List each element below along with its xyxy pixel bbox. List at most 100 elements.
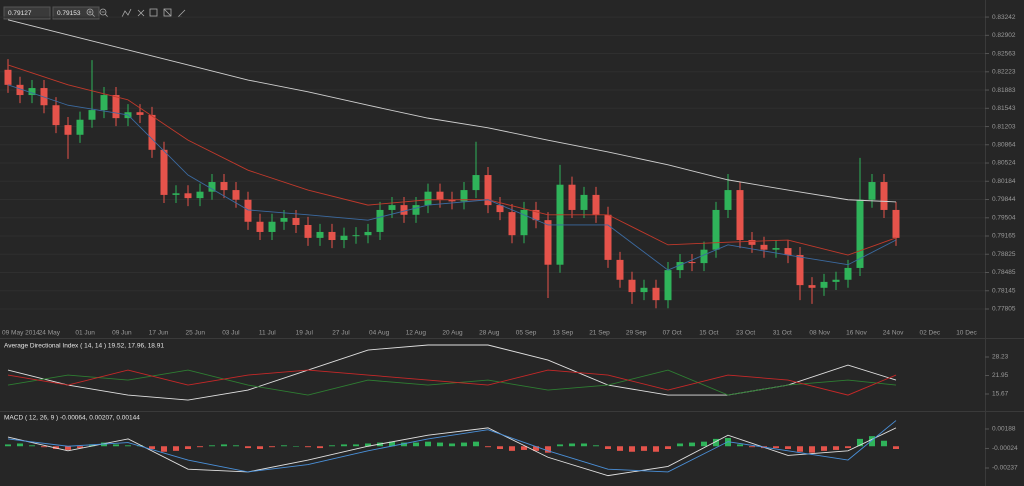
x-tick-label: 27 Jul — [332, 330, 350, 337]
candle-body — [232, 190, 240, 200]
histogram-bar — [305, 446, 311, 448]
candle-body — [724, 190, 732, 210]
candle-body — [100, 95, 108, 111]
x-tick-label: 16 Nov — [846, 330, 867, 337]
x-tick-label: 01 Jun — [75, 330, 95, 337]
histogram-bar — [389, 441, 395, 447]
y-tick-label: -0.00024 — [992, 445, 1018, 452]
histogram-bar — [353, 444, 359, 447]
y-tick-label: 21.95 — [992, 372, 1009, 379]
histogram-bar — [617, 446, 623, 451]
indicator-line — [7, 84, 897, 271]
candle-body — [532, 209, 540, 221]
crosshair[interactable] — [137, 9, 145, 17]
candle-body — [400, 205, 408, 215]
histogram-bar — [737, 444, 743, 447]
candle-body — [700, 249, 708, 264]
candle-body — [664, 270, 672, 301]
candle-body — [412, 205, 420, 215]
candle-body — [448, 199, 456, 202]
indicator-line — [7, 420, 897, 473]
histogram-bar — [77, 446, 83, 449]
histogram-bar — [593, 445, 599, 447]
histogram-bar — [113, 444, 119, 447]
candle-body — [508, 212, 516, 236]
candle-body — [292, 218, 300, 225]
candle-body — [472, 175, 480, 191]
candle-body — [604, 214, 612, 260]
candle-body — [568, 184, 576, 210]
histogram-bar — [209, 445, 215, 447]
histogram-bar — [749, 446, 755, 448]
x-tick-label: 09 Jun — [112, 330, 132, 337]
bid-box[interactable] — [3, 6, 51, 20]
candle-body — [76, 119, 84, 135]
histogram-bar — [785, 446, 791, 449]
panel-title: Average Directional Index ( 14, 14 ) 19.… — [4, 343, 164, 350]
indicator-line — [7, 369, 897, 396]
y-tick-label: 0.82902 — [992, 32, 1016, 39]
histogram-bar — [893, 446, 899, 449]
histogram-bar — [125, 445, 131, 447]
candle-body — [28, 88, 36, 96]
histogram-bar — [677, 443, 683, 447]
x-tick-label: 10 Dec — [956, 330, 977, 337]
y-tick-label: 28.23 — [992, 354, 1009, 361]
x-tick-label: 25 Jun — [186, 330, 206, 337]
panel-title: MACD ( 12, 26, 9 ) -0.00064, 0.00207, 0.… — [4, 415, 140, 422]
x-tick-label: 12 Aug — [406, 330, 427, 337]
y-tick-label: 0.81883 — [992, 87, 1016, 94]
candle-body — [160, 149, 168, 195]
histogram-bar — [41, 446, 47, 448]
y-tick-label: 0.81543 — [992, 105, 1016, 112]
x-tick-label: 24 Nov — [883, 330, 904, 337]
histogram-bar — [413, 442, 419, 447]
candle-body — [544, 220, 552, 265]
x-tick-label: 31 Oct — [773, 330, 792, 337]
histogram-bar — [773, 446, 779, 449]
y-tick-label: 0.83242 — [992, 14, 1016, 21]
zoom-out[interactable] — [99, 8, 109, 18]
snapshot[interactable] — [163, 8, 172, 17]
y-tick-label: 0.79844 — [992, 196, 1016, 203]
x-tick-label: 28 Aug — [479, 330, 500, 337]
histogram-bar — [581, 443, 587, 447]
histogram-bar — [437, 442, 443, 447]
histogram-bar — [281, 445, 287, 447]
candle-body — [496, 205, 504, 213]
candle-body — [256, 221, 264, 232]
draw-tools[interactable] — [149, 8, 158, 17]
histogram-bar — [173, 446, 179, 451]
histogram-bar — [449, 443, 455, 447]
candle-body — [316, 231, 324, 238]
histogram-bar — [269, 446, 275, 448]
x-tick-label: 23 Oct — [736, 330, 755, 337]
indicator-line — [7, 427, 897, 477]
histogram-bar — [821, 446, 827, 451]
candle-body — [88, 110, 96, 120]
indicators[interactable] — [121, 8, 132, 18]
candle-body — [136, 112, 144, 115]
x-tick-label: 08 Nov — [809, 330, 830, 337]
y-tick-label: 0.80524 — [992, 160, 1016, 167]
histogram-bar — [797, 446, 803, 452]
candle-body — [592, 194, 600, 215]
zoom-in[interactable] — [86, 8, 96, 18]
histogram-bar — [881, 440, 887, 447]
candle-body — [760, 244, 768, 250]
x-tick-label: 20 Aug — [442, 330, 463, 337]
histogram-bar — [713, 438, 719, 447]
candle-body — [388, 205, 396, 210]
y-tick-label: 0.81203 — [992, 123, 1016, 130]
histogram-bar — [701, 441, 707, 447]
x-tick-label: 29 Sep — [626, 330, 647, 337]
histogram-bar — [293, 446, 299, 447]
candle-body — [304, 224, 312, 238]
histogram-bar — [521, 446, 527, 450]
histogram-bar — [197, 446, 203, 448]
y-tick-label: 0.80184 — [992, 178, 1016, 185]
indicator-line — [7, 64, 897, 256]
histogram-bar — [17, 443, 23, 447]
candle-body — [244, 199, 252, 222]
